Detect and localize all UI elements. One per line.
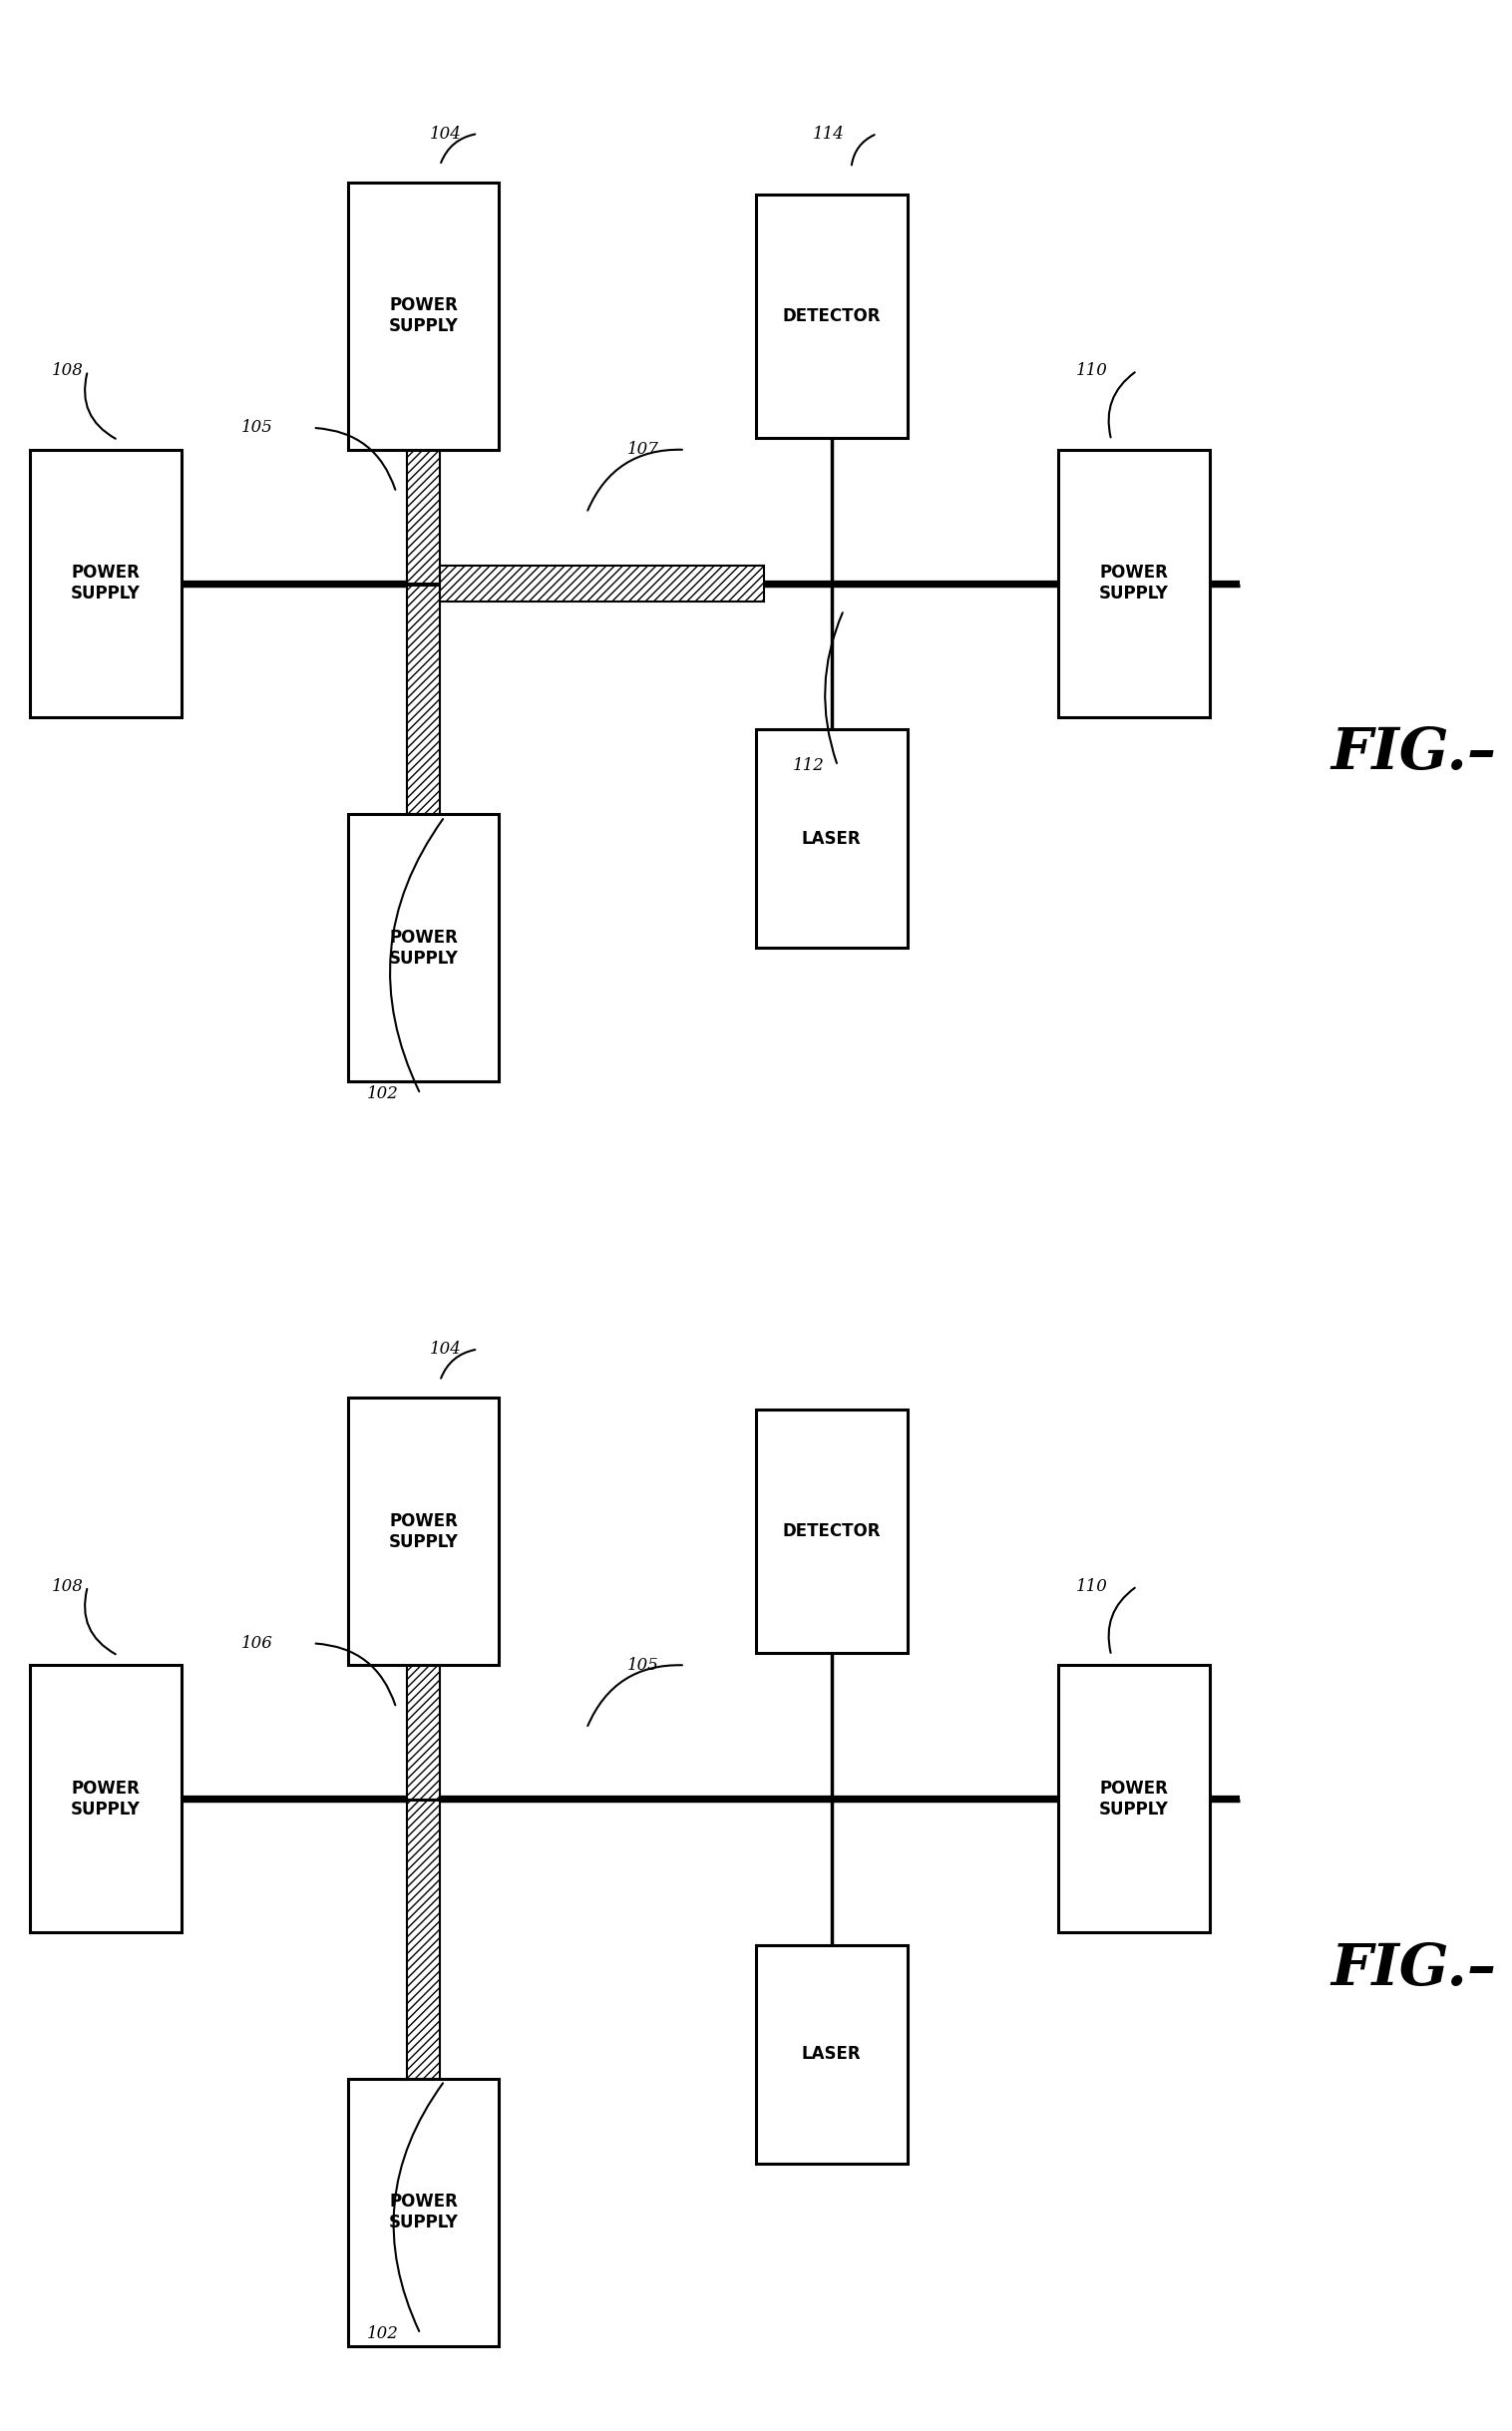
Bar: [756, 1410, 907, 1653]
Bar: [407, 586, 440, 814]
Text: 114: 114: [812, 126, 845, 141]
Bar: [30, 450, 181, 717]
Text: POWER
SUPPLY: POWER SUPPLY: [389, 2193, 458, 2232]
Text: 104: 104: [429, 1342, 463, 1356]
Bar: [348, 814, 499, 1082]
Bar: [440, 566, 764, 603]
Text: 102: 102: [366, 2326, 399, 2341]
Text: 108: 108: [51, 362, 85, 379]
Bar: [1058, 450, 1210, 717]
Text: 106: 106: [240, 1636, 274, 1651]
Text: POWER
SUPPLY: POWER SUPPLY: [1099, 1779, 1169, 1818]
Bar: [348, 1398, 499, 1665]
Text: 107: 107: [626, 442, 659, 457]
Text: DETECTOR: DETECTOR: [783, 1522, 880, 1541]
Text: POWER
SUPPLY: POWER SUPPLY: [1099, 564, 1169, 603]
Text: LASER: LASER: [801, 2044, 862, 2064]
Text: 110: 110: [1075, 362, 1108, 379]
Text: POWER
SUPPLY: POWER SUPPLY: [71, 1779, 141, 1818]
Bar: [756, 194, 907, 438]
Text: FIG.– 1A: FIG.– 1A: [1331, 1940, 1512, 1998]
Text: POWER
SUPPLY: POWER SUPPLY: [389, 929, 458, 968]
Text: 108: 108: [51, 1578, 85, 1595]
Text: 110: 110: [1075, 1578, 1108, 1595]
Text: POWER
SUPPLY: POWER SUPPLY: [389, 297, 458, 335]
Bar: [407, 1665, 440, 1799]
Text: FIG.– 1B: FIG.– 1B: [1331, 724, 1512, 783]
Bar: [348, 2079, 499, 2346]
Bar: [756, 1945, 907, 2164]
Bar: [407, 1801, 440, 2079]
Text: 102: 102: [366, 1087, 399, 1101]
Text: POWER
SUPPLY: POWER SUPPLY: [389, 1512, 458, 1551]
Bar: [407, 450, 440, 583]
Bar: [348, 182, 499, 450]
Text: DETECTOR: DETECTOR: [783, 306, 880, 326]
Text: 105: 105: [626, 1658, 659, 1673]
Text: LASER: LASER: [801, 829, 862, 848]
Bar: [30, 1665, 181, 1933]
Text: 104: 104: [429, 126, 463, 141]
Bar: [1058, 1665, 1210, 1933]
Text: POWER
SUPPLY: POWER SUPPLY: [71, 564, 141, 603]
Bar: [756, 729, 907, 948]
Text: 112: 112: [792, 758, 826, 773]
Text: 105: 105: [240, 421, 274, 435]
